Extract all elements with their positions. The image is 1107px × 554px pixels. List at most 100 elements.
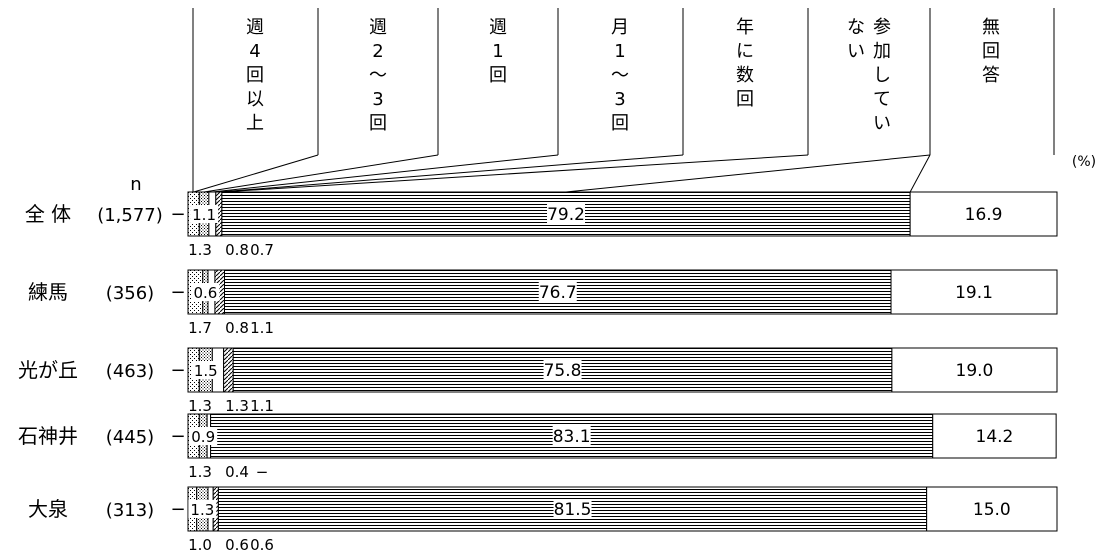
bar-small-value-label: 0.8: [225, 319, 249, 337]
bar-value-label: 79.2: [547, 205, 585, 225]
category-label: 石神井: [18, 424, 78, 448]
bar-small-value-label: 0.4: [225, 463, 249, 481]
bar-small-value-label: 1.3: [188, 397, 212, 415]
legend-label-char: 4: [249, 41, 260, 62]
bar-label-bg: [188, 500, 217, 518]
legend-label-char: 参: [873, 17, 891, 38]
legend-label-char: 2: [372, 41, 383, 62]
bar-small-value-label: 0.6: [225, 536, 249, 554]
legend-leader-line: [218, 154, 684, 193]
bar-value-label: 19.0: [956, 361, 994, 381]
bar-label-bg: [189, 427, 218, 445]
legend-leader-line: [221, 154, 809, 193]
legend-label-char: 加: [873, 41, 891, 62]
legend-label-char: 年: [736, 17, 754, 38]
legend-leader-line: [203, 154, 439, 193]
legend-label-char: 回: [736, 89, 754, 110]
bar-small-value-label: 1.1: [250, 397, 274, 415]
legend-label-char: 3: [614, 89, 625, 110]
bar-label-bg: [191, 283, 220, 301]
bar-label-bg: [543, 360, 582, 380]
legend-label-char: 週: [369, 17, 387, 38]
category-label: 光が丘: [18, 358, 78, 382]
bar-value-label: 1.3: [190, 501, 214, 519]
bar-value-label: 19.1: [955, 283, 993, 303]
legend-label-char: い: [847, 41, 865, 62]
bar-value-label: 83.1: [553, 427, 591, 447]
legend-label-char: 1: [614, 41, 625, 62]
bar-segment: [223, 347, 234, 393]
legend-label-char: 〜: [611, 65, 629, 86]
bar-label-bg: [191, 361, 220, 379]
category-n: (356): [106, 283, 154, 304]
bar-value-label: 81.5: [554, 500, 592, 520]
legend-label-char: 〜: [369, 65, 387, 86]
bar-label-bg: [552, 426, 591, 446]
legend-label-char: 上: [246, 113, 264, 134]
legend-leader-line: [565, 154, 931, 193]
bar-label-bg: [190, 205, 219, 223]
chart-row: 練馬 (356) −0.6 76.7 19.1 1.7 0.8 1.1: [28, 269, 1058, 337]
category-label: 全 体: [25, 202, 71, 226]
bar-small-value-label: 0.7: [250, 241, 274, 259]
bar-label-bg: [553, 499, 592, 519]
bar-value-label: 0.6: [193, 284, 217, 302]
bar-segment: [909, 191, 1058, 237]
legend-label-char: 以: [246, 89, 264, 110]
category-label: 練馬: [28, 280, 68, 304]
legend-label-char: い: [873, 113, 891, 134]
n-label: n: [130, 174, 141, 195]
legend-label-char: 1: [492, 41, 503, 62]
bar-small-value-label: 1.3: [188, 241, 212, 259]
legend-label-char: 回: [611, 113, 629, 134]
bar-small-value-label: 1.1: [250, 319, 274, 337]
bar-small-value-label: 0.6: [250, 536, 274, 554]
legend-label-char: 回: [982, 41, 1000, 62]
legend-leader-line: [193, 154, 319, 193]
row-dash: −: [170, 499, 185, 520]
bar-small-value-label: 1.7: [188, 319, 212, 337]
chart-row: 光が丘 (463) −1.5 75.8 19.01.3 1.3 1.1: [18, 347, 1058, 415]
bar-small-value-label: −: [256, 463, 269, 481]
legend-label-char: 回: [246, 65, 264, 86]
legend-label-char: 3: [372, 89, 383, 110]
bar-small-value-label: 1.3: [188, 463, 212, 481]
bar-small-value-label: 1.0: [188, 536, 212, 554]
category-label: 大泉: [28, 497, 68, 521]
bar-value-label: 1.1: [192, 206, 216, 224]
category-n: (1,577): [97, 205, 163, 226]
legend-leader-line: [212, 154, 559, 193]
bar-segment: [932, 413, 1057, 459]
legend-label-char: 数: [736, 65, 754, 86]
bar-value-label: 15.0: [973, 500, 1011, 520]
row-dash: −: [170, 204, 185, 225]
legend-label-char: な: [847, 17, 865, 38]
bar-segment: [890, 269, 1058, 315]
bar-value-label: 14.2: [976, 427, 1014, 447]
legend-label-char: に: [736, 41, 754, 62]
bar-value-label: 1.5: [194, 362, 218, 380]
category-n: (445): [106, 427, 154, 448]
category-n: (313): [106, 500, 154, 521]
legend-leader-line: [909, 154, 931, 193]
chart-row: 石神井 (445) −0.9 83.1 14.21.3 0.4−: [18, 413, 1057, 481]
legend-label-char: 回: [489, 65, 507, 86]
chart-row: 全 体 (1,577) −1.1 79.2 16.9 1.3 0.8 0.7: [25, 191, 1058, 259]
bar-value-label: 16.9: [965, 205, 1003, 225]
bar-value-label: 0.9: [191, 428, 215, 446]
bar-segment: [891, 347, 1058, 393]
legend-label-char: 週: [489, 17, 507, 38]
legend-label-char: 月: [611, 17, 629, 38]
bar-label-bg: [538, 282, 577, 302]
row-dash: −: [170, 360, 185, 381]
bar-label-bg: [547, 204, 586, 224]
row-dash: −: [170, 282, 185, 303]
legend-label-char: て: [873, 89, 891, 110]
category-n: (463): [106, 361, 154, 382]
legend-label-char: 無: [982, 17, 1000, 38]
chart-rows: 全 体 (1,577) −1.1 79.2 16.91.3 0.8 0.7練馬 (356) −0…: [18, 191, 1058, 554]
legend-label-char: し: [873, 65, 891, 86]
chart-row: 大泉 (313) −1.3 81.5 15.0 1.0 0.6 0.6: [28, 486, 1058, 554]
